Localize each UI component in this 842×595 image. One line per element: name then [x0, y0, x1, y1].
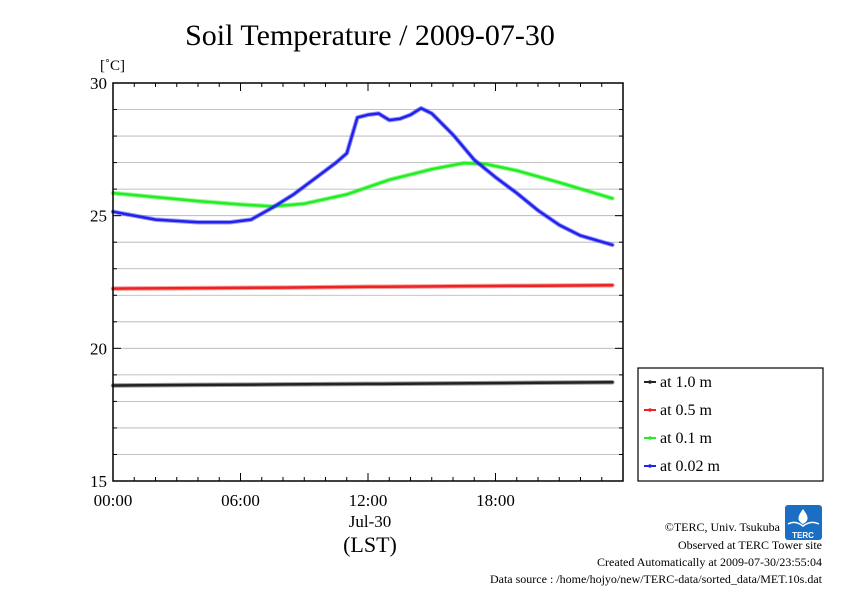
plot-frame [112, 82, 624, 482]
legend-swatch-dot [648, 464, 652, 468]
legend-swatch-dot [648, 408, 652, 412]
water-drop-icon [798, 509, 808, 524]
y-tick-label: 15 [90, 472, 107, 491]
y-axis-unit: [˚C] [100, 58, 125, 74]
y-tick-label: 30 [90, 74, 107, 93]
x-tick-label: 06:00 [221, 491, 260, 510]
data-source-text: Data source : /home/hojyo/new/TERC-data/… [490, 572, 823, 586]
logo-text: TERC [792, 531, 814, 540]
legend-entry-label: at 0.5 m [660, 402, 713, 419]
series-line [111, 161, 614, 208]
legend-entry-label: at 1.0 m [660, 374, 713, 391]
copyright-text: ©TERC, Univ. Tsukuba [665, 520, 781, 534]
y-tick-labels: 15 20 25 30 [90, 74, 107, 491]
legend-swatch-dot [648, 380, 652, 384]
observation-site-text: Observed at TERC Tower site [678, 538, 822, 552]
legend-swatch-dot [648, 436, 652, 440]
series-lines [110, 105, 615, 388]
chart-title: Soil Temperature / 2009-07-30 [185, 19, 555, 52]
series-line [111, 106, 614, 247]
legend-entry-label: at 0.02 m [660, 458, 721, 475]
y-tick-label: 20 [90, 339, 107, 358]
grid-lines [112, 82, 624, 482]
series-line [111, 381, 614, 387]
series-line [111, 283, 614, 290]
x-tick-labels: 00:00 06:00 12:00 18:00 [94, 491, 515, 510]
terc-logo: TERC [785, 505, 822, 540]
date-label: Jul-30 [349, 512, 392, 531]
y-tick-label: 25 [90, 207, 107, 226]
x-axis-label: (LST) [343, 532, 397, 557]
x-tick-label: 12:00 [349, 491, 388, 510]
wave-icon [787, 521, 820, 527]
x-tick-label: 18:00 [476, 491, 515, 510]
creation-time-text: Created Automatically at 2009-07-30/23:5… [597, 555, 822, 569]
x-tick-label: 00:00 [94, 491, 133, 510]
legend-entry-label: at 0.1 m [660, 430, 713, 447]
legend-box [637, 367, 824, 482]
legend: at 1.0 m at 0.5 m at 0.1 m at 0.02 m [637, 367, 824, 482]
